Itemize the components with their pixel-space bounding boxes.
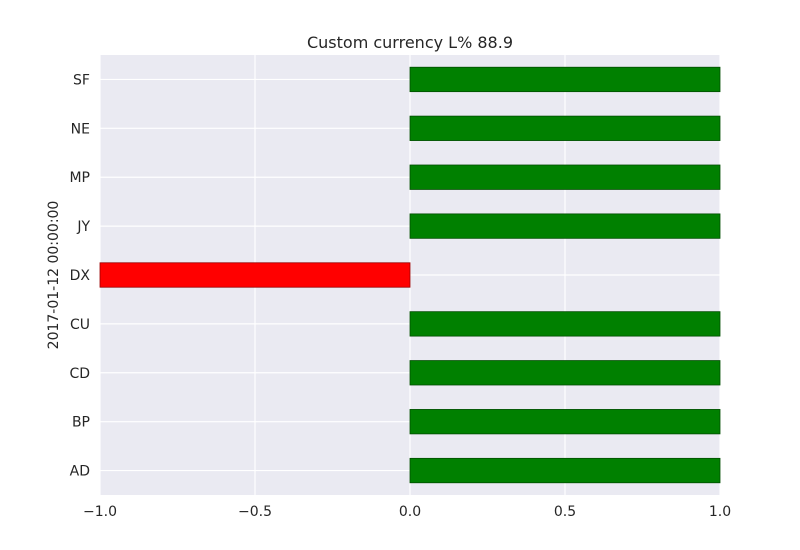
bar-mp (409, 164, 721, 190)
y-tick-label: BP (72, 415, 90, 431)
bar-cd (409, 360, 721, 386)
bar-cu (409, 311, 721, 337)
bars (99, 66, 721, 484)
y-tick-label: MP (69, 170, 90, 186)
y-tick-label: AD (70, 464, 90, 480)
bar-ne (409, 115, 721, 141)
bar-sf (409, 66, 721, 93)
x-tick-label: −0.5 (238, 504, 272, 520)
chart-title: Custom currency L% 88.9 (307, 33, 513, 52)
bar-jy (409, 213, 721, 239)
y-tick-label: CD (69, 366, 90, 382)
x-tick-label: 0.5 (554, 504, 576, 520)
y-tick-label: NE (71, 121, 90, 137)
y-tick-labels: AD BP CD CU DX JY MP NE SF (69, 72, 90, 479)
bar-ad (409, 457, 721, 484)
y-axis-label: 2017-01-12 00:00:00 (46, 201, 62, 350)
y-tick-label: DX (70, 268, 91, 284)
y-tick-label: JY (76, 219, 90, 235)
y-tick-label: SF (73, 72, 90, 88)
y-tick-label: CU (70, 317, 90, 333)
x-tick-label: −1.0 (83, 504, 117, 520)
x-tick-label: 1.0 (709, 504, 731, 520)
x-tick-label: 0.0 (399, 504, 421, 520)
bar-dx (99, 262, 411, 288)
x-tick-labels: −1.0 −0.5 0.0 0.5 1.0 (83, 504, 731, 520)
bar-bp (409, 409, 721, 435)
